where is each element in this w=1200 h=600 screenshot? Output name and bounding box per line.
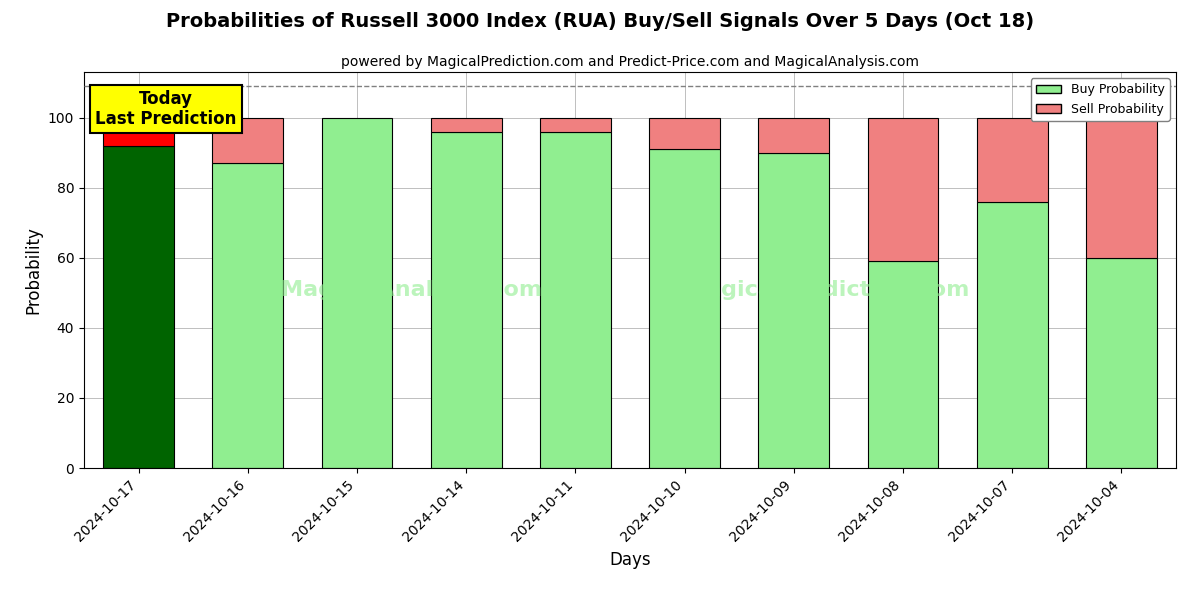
Bar	[1086, 258, 1157, 468]
Text: MagicalAnalysis.com: MagicalAnalysis.com	[281, 280, 542, 300]
Bar	[212, 163, 283, 468]
Text: Probabilities of Russell 3000 Index (RUA) Buy/Sell Signals Over 5 Days (Oct 18): Probabilities of Russell 3000 Index (RUA…	[166, 12, 1034, 31]
Bar	[103, 146, 174, 468]
Bar	[322, 118, 392, 468]
Bar	[103, 118, 174, 146]
Title: powered by MagicalPrediction.com and Predict-Price.com and MagicalAnalysis.com: powered by MagicalPrediction.com and Pre…	[341, 55, 919, 70]
Bar	[868, 261, 938, 468]
Bar	[431, 131, 502, 468]
Bar	[431, 118, 502, 131]
Text: MagicalPrediction.com: MagicalPrediction.com	[684, 280, 970, 300]
Bar	[758, 152, 829, 468]
Bar	[649, 149, 720, 468]
Text: Today
Last Prediction: Today Last Prediction	[95, 89, 236, 128]
Bar	[540, 118, 611, 131]
Bar	[977, 202, 1048, 468]
Legend: Buy Probability, Sell Probability: Buy Probability, Sell Probability	[1031, 78, 1170, 121]
Bar	[649, 118, 720, 149]
Bar	[977, 118, 1048, 202]
Bar	[1086, 118, 1157, 258]
Bar	[868, 118, 938, 261]
Y-axis label: Probability: Probability	[24, 226, 42, 314]
Bar	[212, 118, 283, 163]
Bar	[540, 131, 611, 468]
Bar	[758, 118, 829, 152]
X-axis label: Days: Days	[610, 551, 650, 569]
